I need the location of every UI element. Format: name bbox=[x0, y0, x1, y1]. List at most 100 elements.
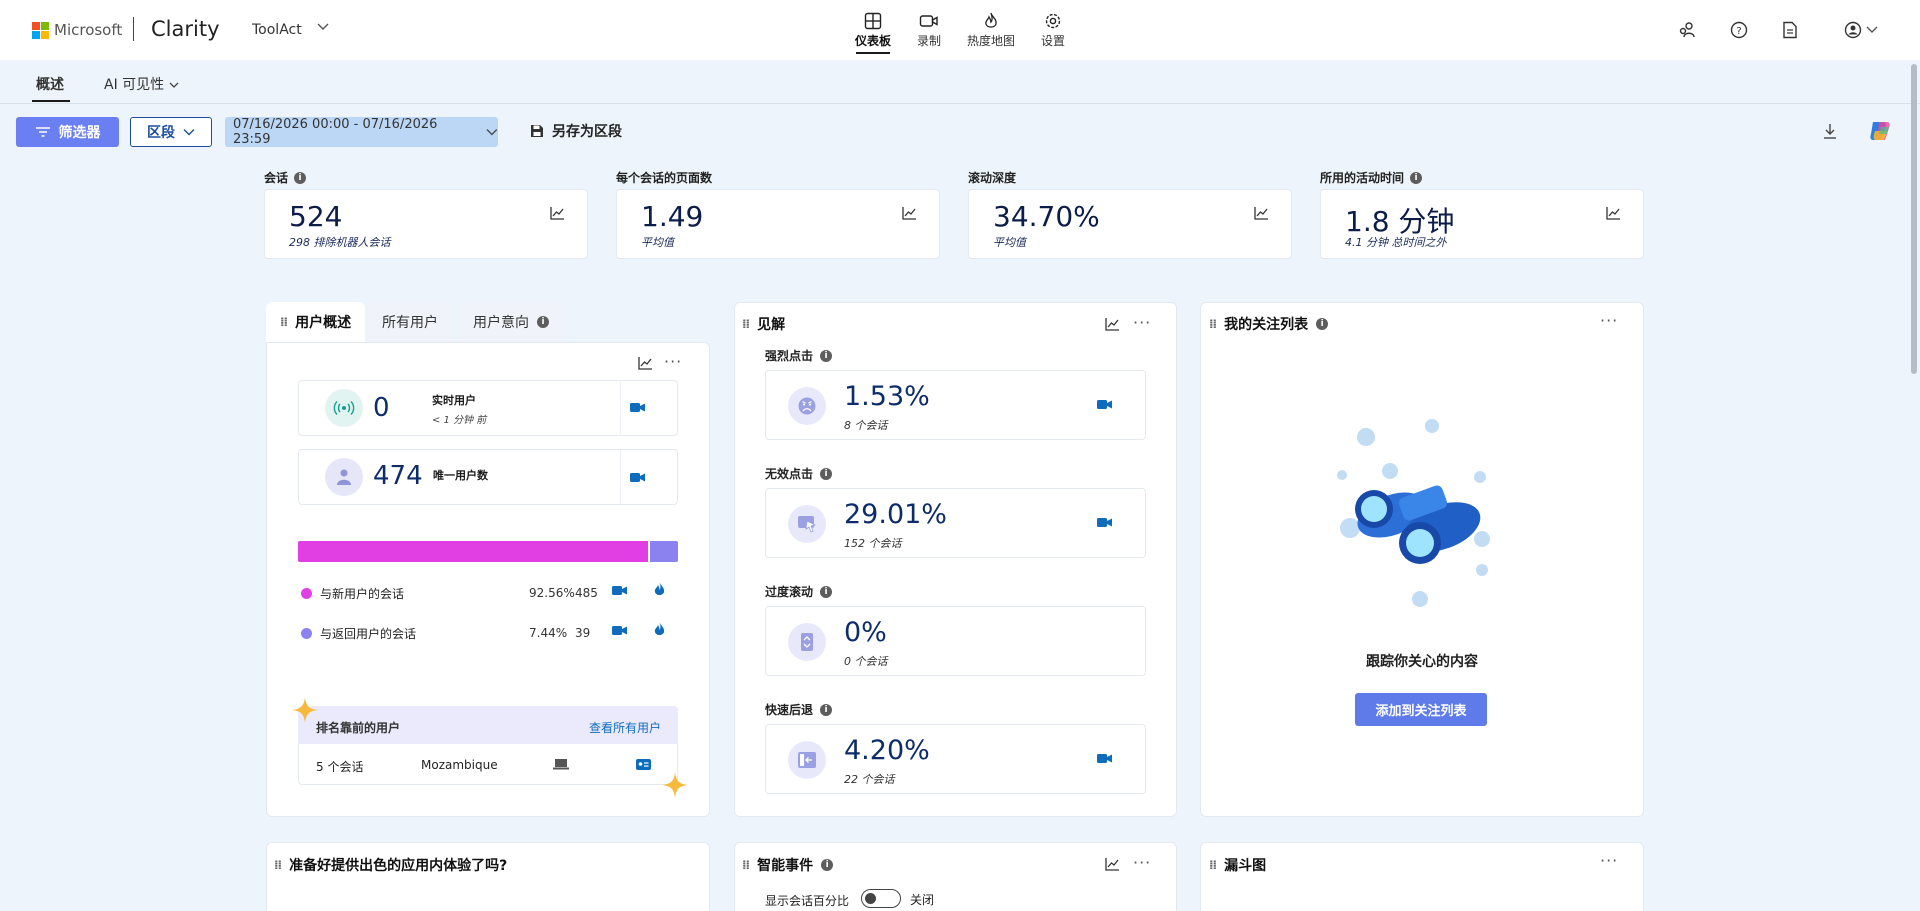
chevron-down-icon bbox=[486, 129, 498, 136]
info-icon[interactable]: i bbox=[821, 859, 834, 871]
scroll-icon bbox=[788, 623, 826, 661]
id-card-icon[interactable] bbox=[636, 759, 651, 774]
tab-label: 用户意向 bbox=[473, 315, 529, 331]
dashboard-icon bbox=[864, 10, 882, 32]
view-all-users-link[interactable]: 查看所有用户 bbox=[589, 721, 662, 735]
insight-value: 1.53% bbox=[844, 381, 930, 412]
segment-dropdown[interactable]: 区段 bbox=[130, 117, 212, 147]
nav-label: 设置 bbox=[1041, 34, 1066, 48]
smart-events-panel bbox=[734, 842, 1177, 911]
nav-settings[interactable]: 设置 bbox=[1041, 10, 1065, 49]
row-label: 与新用户的会话 bbox=[320, 587, 405, 601]
drag-handle-icon[interactable]: ⁞⁞ bbox=[1209, 317, 1217, 331]
document-icon[interactable] bbox=[1782, 21, 1798, 43]
flame-icon[interactable] bbox=[654, 582, 665, 601]
top-user-row[interactable] bbox=[298, 744, 678, 785]
tab-all-users[interactable]: 所有用户 bbox=[368, 302, 452, 342]
trend-chart-icon[interactable] bbox=[1105, 857, 1120, 875]
svg-text:?: ? bbox=[1736, 26, 1741, 37]
project-name[interactable]: ToolAct bbox=[252, 22, 302, 38]
info-icon[interactable]: i bbox=[820, 349, 833, 362]
share-people-icon[interactable] bbox=[1678, 21, 1696, 43]
row-label: 与返回用户的会话 bbox=[320, 627, 417, 641]
top-user-sessions: 5 个会话 bbox=[316, 760, 364, 774]
copilot-icon[interactable] bbox=[1867, 118, 1893, 148]
trend-chart-icon[interactable] bbox=[1606, 206, 1621, 224]
metric-label-scroll: 滚动深度 bbox=[968, 169, 1016, 186]
metric-value: 1.8 分钟 bbox=[1345, 205, 1455, 238]
more-options-icon[interactable]: ··· bbox=[1133, 313, 1152, 332]
more-options-icon[interactable]: ··· bbox=[1600, 311, 1619, 330]
metric-card-sessions: 524 298 排除机器人会话 bbox=[264, 189, 588, 259]
insight-card-rage-clicks[interactable]: 1.53% 8 个会话 bbox=[765, 370, 1146, 440]
chevron-down-icon[interactable] bbox=[316, 20, 330, 36]
video-camera-icon[interactable] bbox=[630, 472, 645, 487]
insight-card-dead-clicks[interactable]: 29.01% 152 个会话 bbox=[765, 488, 1146, 558]
more-options-icon[interactable]: ··· bbox=[1133, 853, 1152, 872]
trend-chart-icon[interactable] bbox=[1254, 206, 1269, 224]
info-icon[interactable]: i bbox=[820, 703, 833, 716]
more-options-icon[interactable]: ··· bbox=[1600, 851, 1619, 870]
drag-handle-icon[interactable]: ⁞⁞ bbox=[274, 858, 282, 872]
trend-chart-icon[interactable] bbox=[638, 356, 653, 374]
help-icon[interactable]: ? bbox=[1730, 21, 1748, 43]
show-pct-toggle[interactable] bbox=[861, 889, 901, 908]
video-camera-icon[interactable] bbox=[612, 625, 627, 640]
metric-card-pages: 1.49 平均值 bbox=[616, 189, 940, 259]
flame-icon[interactable] bbox=[654, 622, 665, 641]
video-camera-icon[interactable] bbox=[1097, 753, 1112, 768]
back-icon bbox=[788, 741, 826, 779]
drag-handle-icon[interactable]: ⁞⁞ bbox=[1209, 858, 1217, 872]
video-camera-icon[interactable] bbox=[1097, 399, 1112, 414]
insight-value: 4.20% bbox=[844, 735, 930, 766]
tab-ai-visibility[interactable]: AI 可见性 bbox=[104, 74, 179, 94]
page-scrollbar[interactable] bbox=[1911, 64, 1917, 374]
insight-label-text: 无效点击 bbox=[765, 467, 814, 481]
chevron-down-icon bbox=[183, 129, 195, 136]
card-divider bbox=[620, 380, 621, 436]
info-icon[interactable]: i bbox=[294, 171, 307, 184]
account-icon[interactable] bbox=[1844, 21, 1884, 43]
insight-card-excessive-scroll[interactable]: 0% 0 个会话 bbox=[765, 606, 1146, 676]
video-camera-icon[interactable] bbox=[1097, 517, 1112, 532]
drag-handle-icon[interactable]: ⁞⁞ bbox=[742, 858, 750, 872]
metric-card-active-time: 1.8 分钟 4.1 分钟 总时间之外 bbox=[1320, 189, 1644, 259]
date-range-text: 07/16/2026 00:00 - 07/16/2026 23:59 bbox=[233, 117, 438, 147]
info-icon[interactable]: i bbox=[820, 467, 833, 480]
insight-label-text: 强烈点击 bbox=[765, 349, 814, 363]
binoculars-illustration bbox=[1322, 415, 1522, 619]
more-options-icon[interactable]: ··· bbox=[664, 352, 683, 371]
info-icon[interactable]: i bbox=[1410, 171, 1423, 184]
save-icon bbox=[531, 125, 543, 137]
save-as-segment-button[interactable]: 另存为区段 bbox=[530, 121, 622, 141]
add-to-watchlist-button[interactable]: 添加到关注列表 bbox=[1355, 693, 1487, 726]
drag-handle-icon[interactable]: ⁞⁞ bbox=[280, 315, 288, 329]
insight-label-text: 快速后退 bbox=[765, 703, 814, 717]
tab-overview[interactable]: 概述 bbox=[32, 74, 70, 102]
nav-recordings[interactable]: 录制 bbox=[917, 10, 941, 49]
metric-value: 1.49 bbox=[641, 200, 704, 233]
trend-chart-icon[interactable] bbox=[550, 206, 565, 224]
live-users-sub: < 1 分钟 前 bbox=[432, 415, 487, 426]
drag-handle-icon[interactable]: ⁞⁞ bbox=[742, 317, 750, 331]
info-icon[interactable]: i bbox=[820, 585, 833, 598]
video-camera-icon[interactable] bbox=[612, 585, 627, 600]
nav-label: 录制 bbox=[917, 34, 942, 48]
tab-user-overview[interactable]: ⁞⁞ 用户概述 bbox=[266, 302, 366, 342]
download-icon[interactable] bbox=[1823, 123, 1837, 143]
insight-card-quick-backs[interactable]: 4.20% 22 个会话 bbox=[765, 724, 1146, 794]
date-range-picker[interactable]: 07/16/2026 00:00 - 07/16/2026 23:59 bbox=[225, 117, 498, 147]
tab-user-intent[interactable]: 用户意向 i bbox=[459, 302, 563, 342]
metric-label-sessions: 会话 i bbox=[264, 169, 307, 186]
info-icon[interactable]: i bbox=[537, 316, 549, 328]
filter-button[interactable]: 筛选器 bbox=[16, 117, 119, 147]
info-icon[interactable]: i bbox=[1316, 318, 1329, 330]
returning-users-pct: 7.44% bbox=[529, 626, 568, 640]
trend-chart-icon[interactable] bbox=[1105, 317, 1120, 335]
video-camera-icon[interactable] bbox=[630, 402, 645, 417]
nav-dashboard[interactable]: 仪表板 bbox=[855, 10, 891, 54]
sparkle-icon bbox=[662, 772, 688, 802]
trend-chart-icon[interactable] bbox=[902, 206, 917, 224]
brand-name[interactable]: Clarity bbox=[151, 17, 220, 41]
nav-heatmaps[interactable]: 热度地图 bbox=[967, 10, 1015, 49]
